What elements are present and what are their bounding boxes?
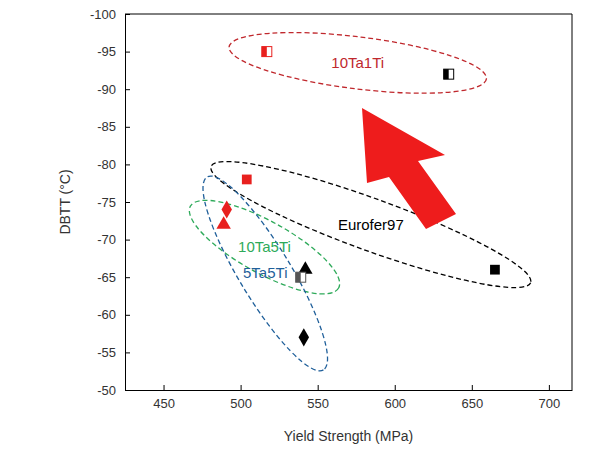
tick-label: -50: [97, 383, 116, 398]
group-ellipse: [226, 21, 490, 105]
tick-label: -80: [97, 157, 116, 172]
group-label: 10Ta1Ti: [331, 54, 384, 71]
tick-mark: [318, 385, 319, 390]
tick-mark: [549, 385, 550, 390]
tick: 550: [307, 385, 329, 411]
point: [296, 272, 306, 282]
group-label: 5Ta5Ti: [243, 264, 287, 281]
plot-content: [178, 21, 540, 383]
tick-mark: [125, 277, 130, 278]
tick-mark: [125, 352, 130, 353]
point-outline: [444, 69, 454, 79]
tick-mark: [125, 14, 130, 15]
tick-label: 450: [153, 396, 175, 411]
tick-mark: [125, 52, 130, 53]
chart: 450 500 550 600 650 700 -100 -95 -90 -85 -80 -75 -70…: [0, 0, 607, 469]
tick-mark: [125, 390, 130, 391]
point-outline: [262, 47, 272, 57]
tick: -100: [90, 7, 130, 22]
frame-right: [572, 14, 573, 390]
group-label: 10Ta5Ti: [238, 238, 291, 255]
frame-top: [125, 14, 572, 15]
point: [490, 265, 500, 275]
tick-mark: [125, 127, 130, 128]
tick: -90: [97, 82, 130, 97]
tick-label: -90: [97, 82, 116, 97]
point: [262, 47, 272, 57]
tick: -95: [97, 44, 130, 59]
group-ellipse: [178, 183, 351, 310]
tick-mark: [164, 385, 165, 390]
tick-label: -75: [97, 195, 116, 210]
point: [242, 175, 252, 185]
tick-label: 500: [230, 396, 252, 411]
tick-label: 600: [384, 396, 406, 411]
tick-label: 700: [539, 396, 561, 411]
x-axis-title: Yield Strength (MPa): [284, 428, 413, 444]
tick-label: -100: [90, 7, 116, 22]
tick: -70: [97, 232, 130, 247]
tick: 700: [539, 385, 561, 411]
tick-label: -95: [97, 44, 116, 59]
group-label: Eurofer97: [338, 216, 404, 233]
tick: -75: [97, 195, 130, 210]
tick: -65: [97, 270, 130, 285]
tick-mark: [125, 240, 130, 241]
tick-mark: [125, 164, 130, 165]
point-outline: [296, 272, 306, 282]
tick-label: 550: [307, 396, 329, 411]
tick: 500: [230, 385, 252, 411]
y-axis: -100 -95 -90 -85 -80 -75 -70 -65 -60 -55 -50: [90, 7, 130, 398]
tick: -50: [97, 383, 130, 398]
y-axis-title: DBTT (°C): [57, 169, 73, 234]
tick: -85: [97, 119, 130, 134]
tick-mark: [395, 385, 396, 390]
x-axis: 450 500 550 600 650 700: [126, 385, 573, 411]
group-ellipse: [185, 164, 346, 384]
tick-label: -65: [97, 270, 116, 285]
tick-mark: [472, 385, 473, 390]
point-fill: [296, 272, 301, 282]
point: [221, 200, 231, 218]
tick-mark: [241, 385, 242, 390]
tick: -60: [97, 307, 130, 322]
tick: 450: [153, 385, 175, 411]
tick-mark: [125, 202, 130, 203]
tick-mark: [125, 89, 130, 90]
point: [444, 69, 454, 79]
arrow: [362, 108, 456, 229]
tick: 600: [384, 385, 406, 411]
tick-label: -85: [97, 119, 116, 134]
point-fill: [444, 69, 449, 79]
tick: 650: [461, 385, 483, 411]
tick: -55: [97, 345, 130, 360]
point: [299, 328, 309, 346]
point: [216, 216, 230, 228]
tick-label: 650: [461, 396, 483, 411]
tick-label: -70: [97, 232, 116, 247]
plot-area: 450 500 550 600 650 700 -100 -95 -90 -85 -80 -75 -70…: [90, 7, 573, 412]
tick: -80: [97, 157, 130, 172]
tick-label: -55: [97, 345, 116, 360]
axis-line: [126, 390, 573, 391]
point-fill: [262, 47, 267, 57]
tick-label: -60: [97, 307, 116, 322]
tick-mark: [125, 315, 130, 316]
